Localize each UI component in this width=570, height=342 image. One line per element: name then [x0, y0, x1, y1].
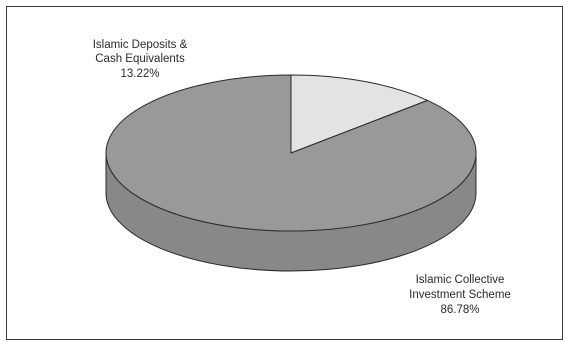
slice-label-collective-line2: Investment Scheme — [409, 289, 511, 301]
slice-label-deposits: Islamic Deposits & Cash Equivalents 13.2… — [93, 39, 188, 80]
pie-tops — [105, 74, 477, 232]
pie-slice-0 — [290, 74, 429, 154]
slice-label-deposits-line2: Cash Equivalents — [95, 53, 185, 65]
slice-label-deposits-line1: Islamic Deposits & — [93, 39, 188, 51]
slice-value-deposits: 13.22% — [120, 68, 159, 80]
slice-value-collective: 86.78% — [440, 304, 479, 316]
slice-label-collective: Islamic Collective Investment Scheme 86.… — [409, 274, 511, 316]
slice-label-collective-line1: Islamic Collective — [416, 274, 505, 286]
pie-slice-1 — [105, 74, 477, 232]
